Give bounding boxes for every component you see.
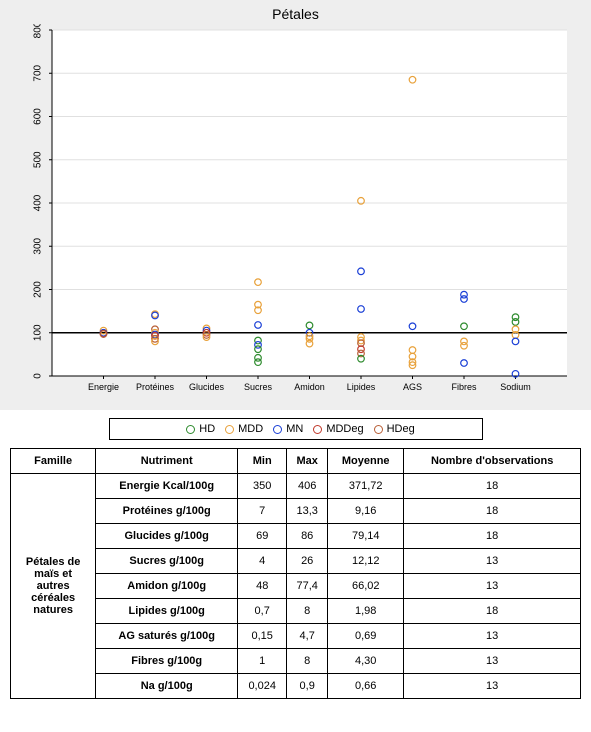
chart-panel: Pétales 0 100 200 300 400 500 600 700 800 Energie… (0, 0, 591, 410)
svg-text:700: 700 (33, 64, 44, 81)
table-row: Glucides g/100g698679,1418 (11, 524, 581, 549)
svg-text:Protéines: Protéines (136, 382, 175, 392)
svg-text:Lipides: Lipides (347, 382, 376, 392)
value-cell: 4,30 (328, 649, 404, 674)
value-cell: 406 (287, 474, 328, 499)
value-cell: 13 (404, 549, 581, 574)
nutriment-cell: Lipides g/100g (96, 599, 238, 624)
table-row: Sucres g/100g42612,1213 (11, 549, 581, 574)
svg-text:600: 600 (33, 108, 44, 125)
table-row: AG saturés g/100g0,154,70,6913 (11, 624, 581, 649)
value-cell: 0,7 (238, 599, 287, 624)
value-cell: 13 (404, 649, 581, 674)
svg-text:Sodium: Sodium (500, 382, 531, 392)
value-cell: 0,66 (328, 674, 404, 699)
table-row: Pétales demaïs etautrescéréalesnaturesEn… (11, 474, 581, 499)
nutriment-cell: Protéines g/100g (96, 499, 238, 524)
nutriment-cell: Energie Kcal/100g (96, 474, 238, 499)
value-cell: 0,15 (238, 624, 287, 649)
table-header-cell: Moyenne (328, 449, 404, 474)
value-cell: 350 (238, 474, 287, 499)
svg-text:400: 400 (33, 194, 44, 211)
value-cell: 1 (238, 649, 287, 674)
value-cell: 13 (404, 674, 581, 699)
value-cell: 13 (404, 624, 581, 649)
value-cell: 18 (404, 599, 581, 624)
svg-text:200: 200 (33, 281, 44, 298)
value-cell: 69 (238, 524, 287, 549)
table-header-cell: Famille (11, 449, 96, 474)
value-cell: 0,024 (238, 674, 287, 699)
value-cell: 86 (287, 524, 328, 549)
value-cell: 4 (238, 549, 287, 574)
table-header-cell: Min (238, 449, 287, 474)
svg-text:Glucides: Glucides (189, 382, 225, 392)
value-cell: 18 (404, 474, 581, 499)
nutriment-cell: Fibres g/100g (96, 649, 238, 674)
value-cell: 13 (404, 574, 581, 599)
legend-marker (374, 425, 383, 434)
nutriment-cell: Sucres g/100g (96, 549, 238, 574)
value-cell: 13,3 (287, 499, 328, 524)
value-cell: 26 (287, 549, 328, 574)
table-row: Lipides g/100g0,781,9818 (11, 599, 581, 624)
value-cell: 371,72 (328, 474, 404, 499)
scatter-chart: 0 100 200 300 400 500 600 700 800 Energie Protéine… (10, 24, 581, 404)
table-header-cell: Nutriment (96, 449, 238, 474)
value-cell: 48 (238, 574, 287, 599)
svg-text:0: 0 (33, 373, 44, 379)
value-cell: 4,7 (287, 624, 328, 649)
value-cell: 8 (287, 599, 328, 624)
svg-text:Energie: Energie (88, 382, 119, 392)
value-cell: 9,16 (328, 499, 404, 524)
svg-text:AGS: AGS (403, 382, 422, 392)
legend-label: MDDeg (326, 423, 363, 435)
value-cell: 0,9 (287, 674, 328, 699)
value-cell: 12,12 (328, 549, 404, 574)
table-row: Fibres g/100g184,3013 (11, 649, 581, 674)
table-header-row: FamilleNutrimentMinMaxMoyenneNombre d'ob… (11, 449, 581, 474)
svg-text:800: 800 (33, 24, 44, 38)
legend-marker (273, 425, 282, 434)
table-body: Pétales demaïs etautrescéréalesnaturesEn… (11, 474, 581, 699)
value-cell: 66,02 (328, 574, 404, 599)
nutriment-cell: Na g/100g (96, 674, 238, 699)
legend-label: MDD (238, 423, 263, 435)
value-cell: 8 (287, 649, 328, 674)
legend-label: HDeg (387, 423, 415, 435)
value-cell: 77,4 (287, 574, 328, 599)
value-cell: 18 (404, 499, 581, 524)
nutriment-cell: Amidon g/100g (96, 574, 238, 599)
table-row: Amidon g/100g4877,466,0213 (11, 574, 581, 599)
value-cell: 79,14 (328, 524, 404, 549)
svg-text:300: 300 (33, 237, 44, 254)
table-header-cell: Nombre d'observations (404, 449, 581, 474)
value-cell: 0,69 (328, 624, 404, 649)
nutriment-cell: AG saturés g/100g (96, 624, 238, 649)
legend-marker (225, 425, 234, 434)
table-header-cell: Max (287, 449, 328, 474)
svg-text:Amidon: Amidon (294, 382, 325, 392)
nutriment-cell: Glucides g/100g (96, 524, 238, 549)
table-row: Protéines g/100g713,39,1618 (11, 499, 581, 524)
svg-text:Fibres: Fibres (451, 382, 477, 392)
table-row: Na g/100g0,0240,90,6613 (11, 674, 581, 699)
data-table: FamilleNutrimentMinMaxMoyenneNombre d'ob… (10, 448, 581, 699)
svg-text:Sucres: Sucres (244, 382, 273, 392)
svg-text:100: 100 (33, 324, 44, 341)
value-cell: 7 (238, 499, 287, 524)
legend-label: MN (286, 423, 303, 435)
chart-legend: HD MDD MN MDDeg HDeg (109, 418, 483, 440)
legend-label: HD (199, 423, 215, 435)
value-cell: 1,98 (328, 599, 404, 624)
value-cell: 18 (404, 524, 581, 549)
row-group-header: Pétales demaïs etautrescéréalesnatures (11, 474, 96, 699)
legend-marker (313, 425, 322, 434)
legend-marker (186, 425, 195, 434)
svg-text:500: 500 (33, 151, 44, 168)
chart-title: Pétales (10, 6, 581, 22)
